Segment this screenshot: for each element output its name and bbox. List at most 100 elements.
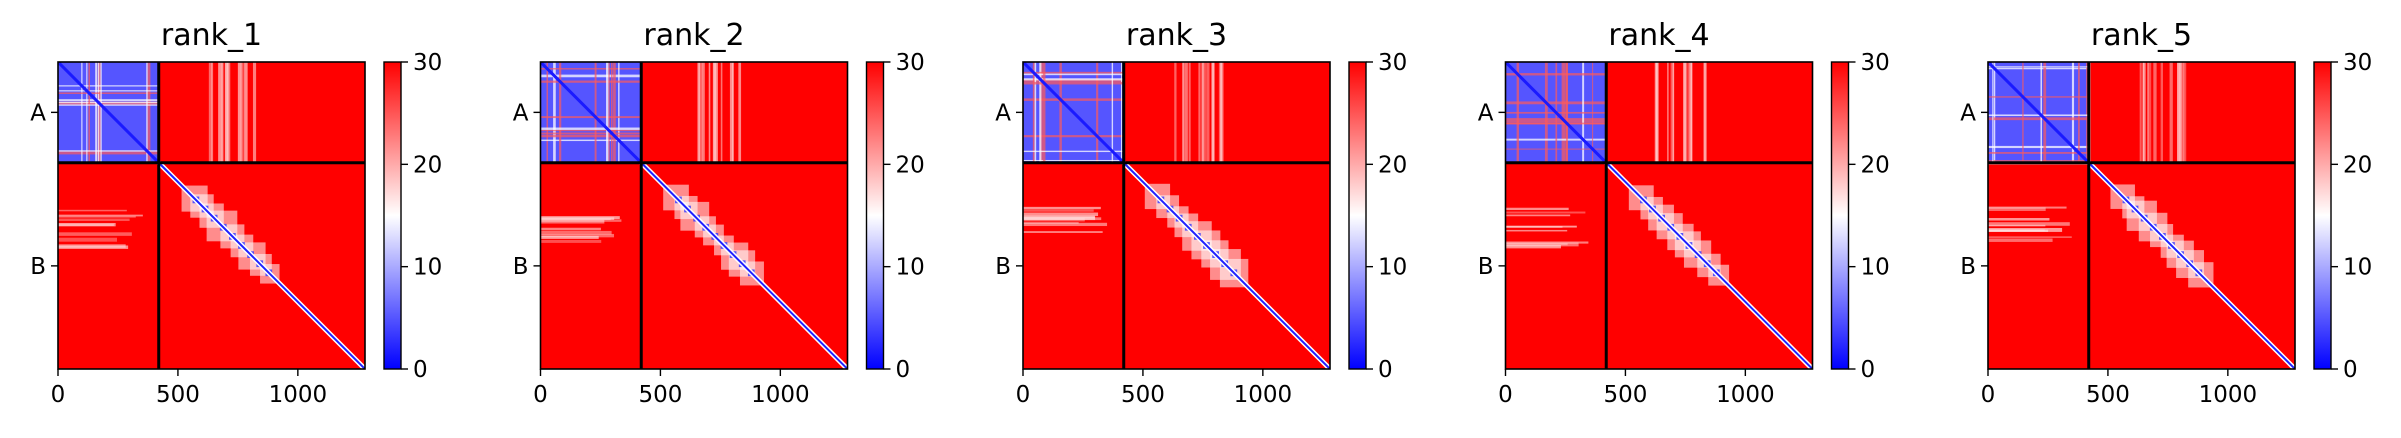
inter-chain-streak <box>211 62 214 163</box>
x-tick-label: 1000 <box>2199 382 2258 408</box>
chain-a-stripe <box>1023 73 1124 76</box>
colorbar-tick-label: 30 <box>1378 50 1407 76</box>
y-tick-label: B <box>30 254 46 280</box>
inter-chain-streak <box>697 62 700 163</box>
heatmap-frame <box>1504 61 1814 370</box>
heatmap-frame <box>1022 61 1331 370</box>
chain-a-stripe <box>1034 62 1037 163</box>
chain-a-stripe <box>1032 62 1035 163</box>
inter-chain-streak <box>729 62 733 163</box>
chain-a-diagonal <box>1505 62 1608 164</box>
y-tick-label: B <box>995 254 1011 280</box>
chain-a-diagonal <box>1988 62 2090 164</box>
heatmap-cells <box>540 62 848 369</box>
chain-a-stripe <box>58 104 159 106</box>
heatmap-cells <box>58 62 365 369</box>
colorbar-tick-label: 30 <box>1861 50 1890 76</box>
inter-chain-streak <box>224 62 228 163</box>
heatmap-panel: rank_3 0 500 1000 A B 0 10 20 30 <box>995 18 1407 408</box>
chain-a-stripe <box>594 62 597 163</box>
colorbar-tick-label: 10 <box>1378 255 1407 281</box>
chain-a-stripe <box>1505 148 1607 150</box>
x-tick-label: 1000 <box>751 382 810 408</box>
inter-chain-streak <box>58 245 129 249</box>
chain-a-stripe <box>1988 66 2089 68</box>
inter-chain-streak <box>2182 62 2185 163</box>
x-tick-label: 500 <box>1603 382 1647 408</box>
inter-chain-streak <box>1201 62 1203 163</box>
inter-chain-streak <box>1220 62 1224 163</box>
inter-chain-streak <box>1174 62 1177 163</box>
inter-chain-streak <box>2148 62 2152 163</box>
x-tick-label: 1000 <box>1716 382 1775 408</box>
inter-chain-streak <box>1505 207 1569 211</box>
chain-a-stripe <box>58 85 159 87</box>
inter-chain-streak <box>218 62 222 163</box>
inter-chain-streak <box>2160 62 2164 163</box>
chain-a-stripe <box>1023 78 1124 81</box>
inter-chain-streak <box>715 62 718 163</box>
colorbar-tick-label: 0 <box>413 357 428 383</box>
chain-a-stripe <box>1516 62 1519 163</box>
colorbar-tick-label: 10 <box>1861 255 1890 281</box>
inter-chain-streak <box>738 62 742 163</box>
heatmap-frame <box>57 61 366 370</box>
inter-chain-streak <box>540 219 605 224</box>
chain-b-diagonal <box>2088 162 2295 369</box>
inter-chain-streak <box>1202 62 1206 163</box>
colorbar-tick-label: 20 <box>1378 152 1407 178</box>
inter-chain-streak <box>712 62 715 163</box>
inter-chain-streak <box>58 222 116 227</box>
chain-a-stripe <box>540 127 642 130</box>
chain-a-stripe <box>58 92 159 94</box>
chain-a-stripe <box>1023 79 1124 83</box>
inter-chain-streak <box>1188 62 1191 163</box>
chain-a-stripe <box>1988 67 2089 70</box>
inter-chain-streak <box>1023 206 1101 210</box>
inter-chain-streak <box>540 233 615 238</box>
inter-chain-streak <box>1023 215 1095 219</box>
inter-chain-streak <box>697 62 700 163</box>
y-tick-label: A <box>1478 100 1494 126</box>
inter-chain-streak <box>1672 62 1675 163</box>
chain-a-diagonal <box>58 62 160 164</box>
chain-a-stripe <box>81 62 83 163</box>
chain-a-stripe <box>1023 98 1124 101</box>
inter-chain-streak <box>540 239 602 243</box>
chain-a-stripe <box>2043 62 2047 163</box>
colorbar-tick-label: 10 <box>2343 255 2372 281</box>
chain-b-diagonal <box>1123 162 1330 369</box>
inter-chain-streak <box>2153 62 2157 163</box>
colorbar <box>1348 61 1367 370</box>
chain-a-stripe <box>1023 135 1124 138</box>
inter-chain-streak <box>732 62 734 163</box>
inter-chain-streak <box>2142 62 2146 163</box>
chain-a-stripe <box>540 80 642 83</box>
chain-a-stripe <box>1988 96 2089 98</box>
chain-a-stripe <box>1023 159 1124 162</box>
chain-a-stripe <box>618 62 620 163</box>
inter-chain-streak <box>1703 62 1707 163</box>
y-tick-label: A <box>30 100 46 126</box>
inter-chain-streak <box>1683 62 1687 163</box>
inter-chain-streak <box>227 62 231 163</box>
inter-chain-streak <box>1667 62 1669 163</box>
inter-chain-streak <box>1687 62 1690 163</box>
y-tick-label: B <box>513 254 529 280</box>
heatmap-panel: rank_1 0 500 1000 A B 0 10 20 30 <box>30 18 442 408</box>
inter-chain-streak <box>1988 222 2070 226</box>
x-tick-label: 0 <box>51 382 66 408</box>
chain-a-stripe <box>2086 62 2088 163</box>
inter-chain-streak <box>708 62 711 163</box>
chain-a-stripe <box>146 62 148 163</box>
inter-chain-streak <box>1988 224 2046 227</box>
inter-chain-streak <box>1023 212 1099 217</box>
inter-chain-streak <box>2177 62 2181 163</box>
panel-title: rank_2 <box>643 18 744 53</box>
chain-a-stripe <box>1592 62 1594 163</box>
chain-a-stripe <box>95 62 98 163</box>
inter-chain-streak <box>1023 209 1094 212</box>
chain-a-stripe <box>608 62 610 163</box>
inter-chain-streak <box>1988 236 2072 238</box>
chain-a-stripe <box>553 62 556 163</box>
